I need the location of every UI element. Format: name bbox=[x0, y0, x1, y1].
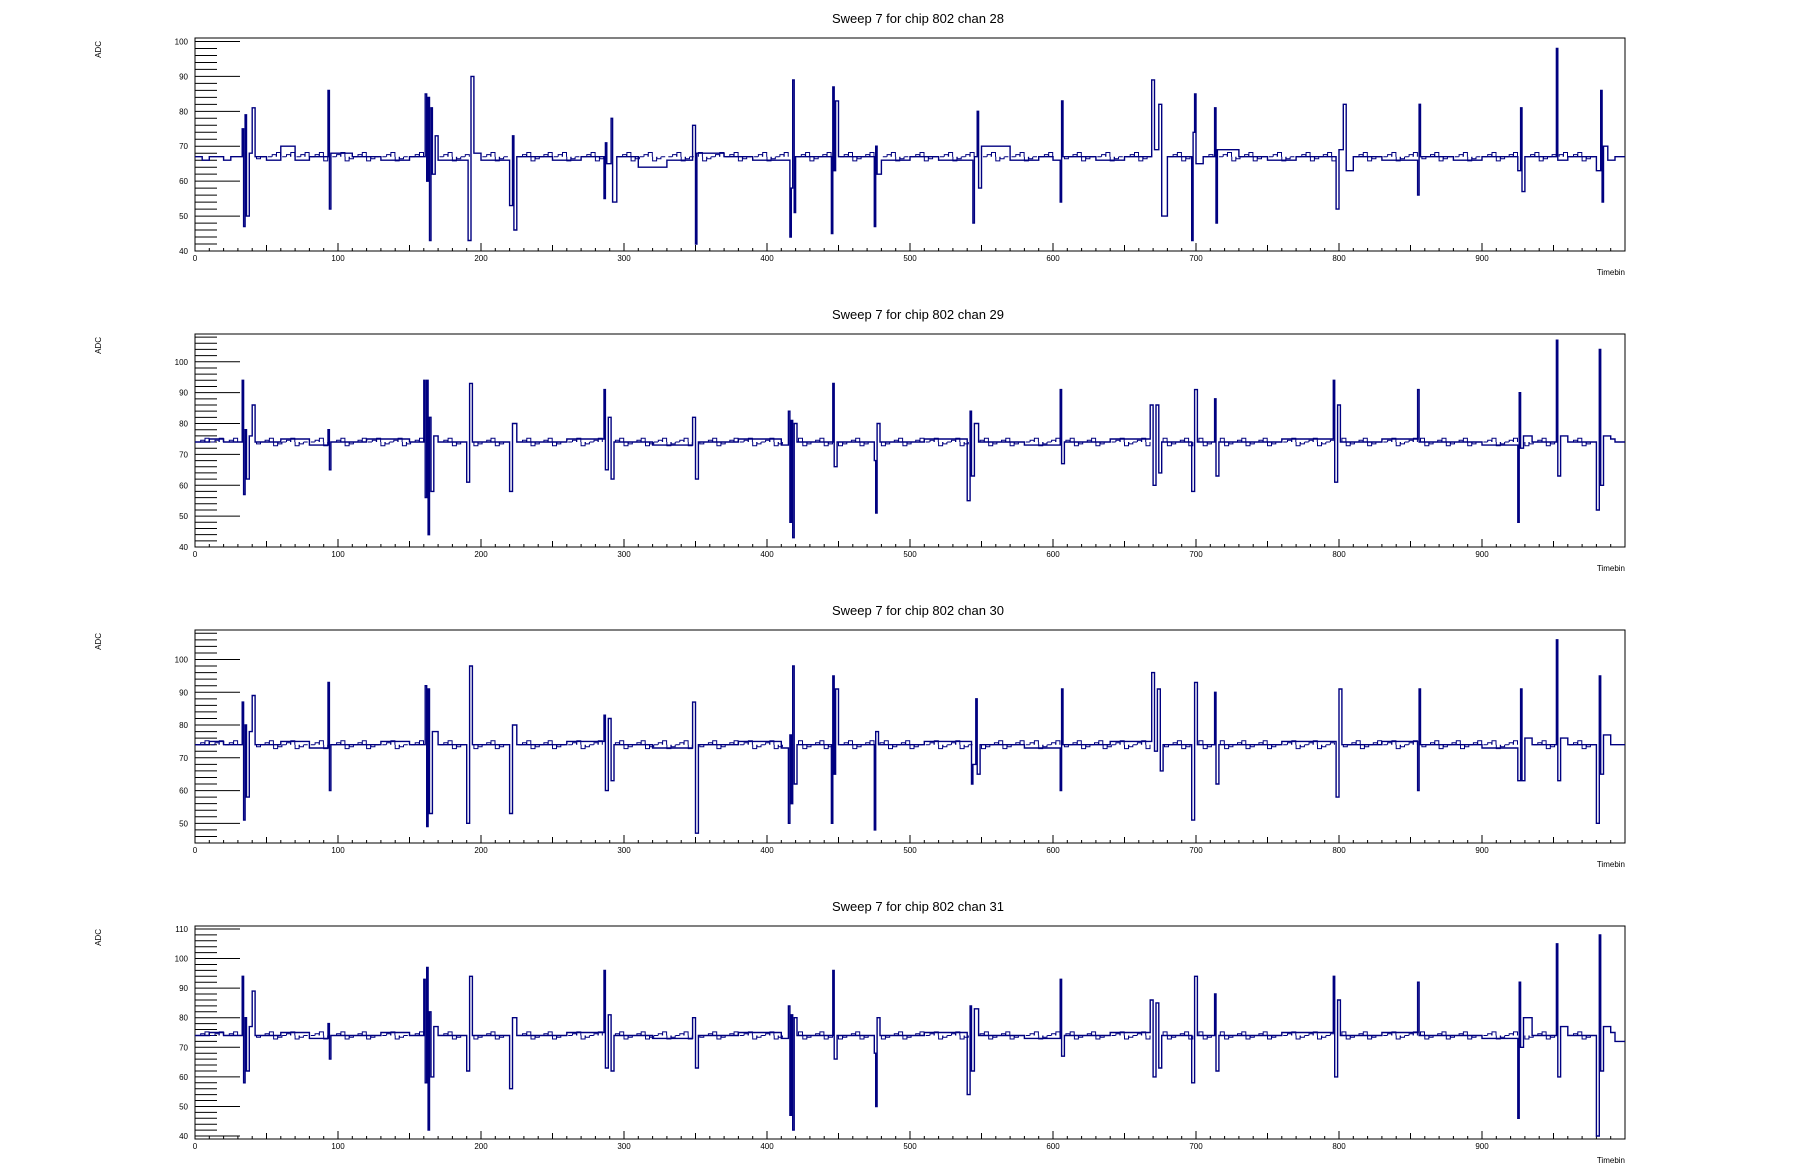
x-axis-label: Timebin bbox=[1597, 564, 1625, 573]
y-tick-label: 60 bbox=[179, 177, 188, 186]
x-tick-label: 300 bbox=[617, 550, 631, 559]
chart-title: Sweep 7 for chip 802 chan 31 bbox=[832, 899, 1004, 914]
y-axis-label: ADC bbox=[94, 929, 103, 946]
plot-frame bbox=[194, 629, 1626, 844]
x-tick-label: 400 bbox=[760, 846, 774, 855]
adc-trace-noise bbox=[196, 1031, 1595, 1040]
x-tick-label: 800 bbox=[1332, 550, 1346, 559]
y-tick-label: 60 bbox=[179, 787, 188, 796]
x-tick-label: 700 bbox=[1189, 846, 1203, 855]
adc-trace bbox=[195, 339, 1625, 539]
x-tick-label: 0 bbox=[193, 846, 198, 855]
x-tick-label: 400 bbox=[760, 1142, 774, 1151]
x-tick-label: 900 bbox=[1475, 846, 1489, 855]
y-tick-label: 60 bbox=[179, 481, 188, 490]
y-tick-label: 50 bbox=[179, 819, 188, 828]
y-axis-label: ADC bbox=[94, 337, 103, 354]
x-tick-label: 800 bbox=[1332, 846, 1346, 855]
y-tick-label: 40 bbox=[179, 247, 188, 256]
y-tick-label: 40 bbox=[179, 1132, 188, 1141]
x-tick-label: 300 bbox=[617, 846, 631, 855]
adc-trace-noise bbox=[196, 740, 1595, 750]
x-tick-label: 100 bbox=[331, 550, 345, 559]
x-tick-label: 200 bbox=[474, 1142, 488, 1151]
chart-title: Sweep 7 for chip 802 chan 28 bbox=[832, 11, 1004, 26]
y-tick-label: 100 bbox=[175, 955, 189, 964]
plot-frame bbox=[194, 37, 1626, 252]
plot-panels: Sweep 7 for chip 802 chan 28 ADC Timebin 40… bbox=[94, 11, 1626, 1165]
x-tick-label: 900 bbox=[1475, 1142, 1489, 1151]
x-tick-label: 700 bbox=[1189, 254, 1203, 263]
y-axis-label: ADC bbox=[94, 41, 103, 58]
x-axis-label: Timebin bbox=[1597, 860, 1625, 869]
y-tick-label: 90 bbox=[179, 984, 188, 993]
adc-trace-noise bbox=[256, 152, 1595, 162]
adc-trace-noise bbox=[196, 437, 1595, 447]
adc-trace bbox=[195, 934, 1625, 1137]
x-tick-label: 600 bbox=[1046, 254, 1060, 263]
x-tick-label: 200 bbox=[474, 550, 488, 559]
x-tick-label: 800 bbox=[1332, 254, 1346, 263]
y-tick-label: 70 bbox=[179, 754, 188, 763]
x-tick-label: 700 bbox=[1189, 1142, 1203, 1151]
x-tick-label: 800 bbox=[1332, 1142, 1346, 1151]
chart-title: Sweep 7 for chip 802 chan 30 bbox=[832, 603, 1004, 618]
y-tick-label: 90 bbox=[179, 72, 188, 81]
y-tick-label: 70 bbox=[179, 450, 188, 459]
x-tick-label: 0 bbox=[193, 254, 198, 263]
y-tick-label: 40 bbox=[179, 543, 188, 552]
x-tick-label: 600 bbox=[1046, 1142, 1060, 1151]
y-tick-label: 80 bbox=[179, 1014, 188, 1023]
x-tick-label: 400 bbox=[760, 254, 774, 263]
y-tick-label: 100 bbox=[175, 655, 189, 664]
y-tick-label: 80 bbox=[179, 721, 188, 730]
y-tick-label: 70 bbox=[179, 1043, 188, 1052]
x-tick-label: 0 bbox=[193, 1142, 198, 1151]
chart-panel-2: Sweep 7 for chip 802 chan 29 ADC Timebin 40… bbox=[94, 307, 1626, 573]
x-tick-label: 700 bbox=[1189, 550, 1203, 559]
adc-trace bbox=[195, 639, 1625, 834]
x-tick-label: 300 bbox=[617, 1142, 631, 1151]
chart-panel-4: Sweep 7 for chip 802 chan 31 ADC Timebin 40… bbox=[94, 899, 1626, 1165]
x-tick-label: 600 bbox=[1046, 846, 1060, 855]
y-tick-label: 90 bbox=[179, 389, 188, 398]
y-axis-label: ADC bbox=[94, 633, 103, 650]
x-tick-label: 100 bbox=[331, 846, 345, 855]
x-tick-label: 300 bbox=[617, 254, 631, 263]
x-tick-label: 900 bbox=[1475, 550, 1489, 559]
x-tick-label: 900 bbox=[1475, 254, 1489, 263]
y-tick-label: 100 bbox=[175, 358, 189, 367]
x-axis-label: Timebin bbox=[1597, 268, 1625, 277]
chart-panel-1: Sweep 7 for chip 802 chan 28 ADC Timebin 40… bbox=[94, 11, 1626, 277]
chart-panel-3: Sweep 7 for chip 802 chan 30 ADC Timebin 50… bbox=[94, 603, 1626, 869]
x-tick-label: 200 bbox=[474, 846, 488, 855]
x-tick-label: 100 bbox=[331, 254, 345, 263]
x-tick-label: 500 bbox=[903, 550, 917, 559]
chart-title: Sweep 7 for chip 802 chan 29 bbox=[832, 307, 1004, 322]
x-tick-label: 500 bbox=[903, 1142, 917, 1151]
x-tick-label: 600 bbox=[1046, 550, 1060, 559]
y-tick-label: 50 bbox=[179, 512, 188, 521]
y-tick-label: 100 bbox=[175, 37, 189, 46]
y-tick-label: 80 bbox=[179, 420, 188, 429]
adc-trace bbox=[195, 47, 1625, 245]
y-tick-label: 80 bbox=[179, 107, 188, 116]
x-tick-label: 500 bbox=[903, 254, 917, 263]
y-tick-label: 90 bbox=[179, 688, 188, 697]
x-tick-label: 400 bbox=[760, 550, 774, 559]
y-tick-label: 50 bbox=[179, 212, 188, 221]
y-tick-label: 60 bbox=[179, 1073, 188, 1082]
x-tick-label: 500 bbox=[903, 846, 917, 855]
x-tick-label: 200 bbox=[474, 254, 488, 263]
x-axis-label: Timebin bbox=[1597, 1156, 1625, 1165]
x-tick-label: 0 bbox=[193, 550, 198, 559]
y-tick-label: 110 bbox=[175, 925, 188, 934]
y-tick-label: 50 bbox=[179, 1102, 188, 1111]
y-tick-label: 70 bbox=[179, 142, 188, 151]
x-tick-label: 100 bbox=[331, 1142, 345, 1151]
